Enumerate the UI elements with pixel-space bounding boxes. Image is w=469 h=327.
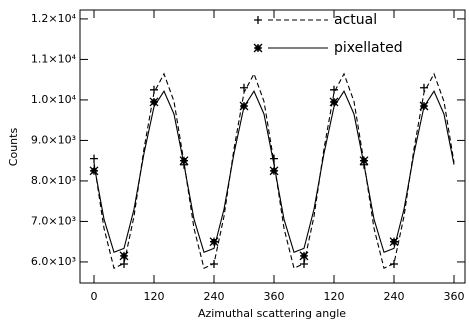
marker [209,237,219,247]
y-tick-label: 1.1×10⁴ [31,52,77,65]
marker [253,43,263,53]
curve [93,90,455,253]
marker [330,85,338,94]
x-tick-label: 120 [324,290,345,303]
x-tick-label: 120 [144,290,165,303]
y-axis-title: Counts [7,128,20,167]
x-tick-label: 240 [204,290,225,303]
marker [419,101,429,111]
marker [150,85,158,94]
marker [329,97,339,107]
legend-label: pixellated [334,40,403,56]
legend-label: actual [334,12,377,28]
marker [300,259,308,268]
y-tick-label: 1.2×10⁴ [31,12,77,25]
marker [210,259,218,268]
y-tick-label: 7.0×10³ [31,214,76,227]
plot-frame [79,9,466,284]
y-tick-label: 1.0×10⁴ [31,93,77,106]
marker [390,259,398,268]
marker [179,156,189,166]
marker [359,156,369,166]
y-tick-label: 6.0×10³ [31,255,76,268]
marker [119,251,129,261]
x-tick-label: 240 [384,290,405,303]
y-tick-label: 9.0×10³ [31,133,76,146]
marker [240,83,248,92]
marker [420,83,428,92]
marker [269,166,279,176]
marker [90,154,98,163]
x-tick-label: 360 [264,290,285,303]
marker [89,166,99,176]
marker [389,237,399,247]
marker [299,251,309,261]
marker [239,101,249,111]
marker [270,154,278,163]
marker [120,259,128,268]
x-axis-title: Azimuthal scattering angle [198,307,346,320]
marker [149,97,159,107]
y-tick-label: 8.0×10³ [31,174,76,187]
marker [254,16,262,24]
x-tick-label: 360 [444,290,465,303]
x-tick-label: 0 [91,290,98,303]
